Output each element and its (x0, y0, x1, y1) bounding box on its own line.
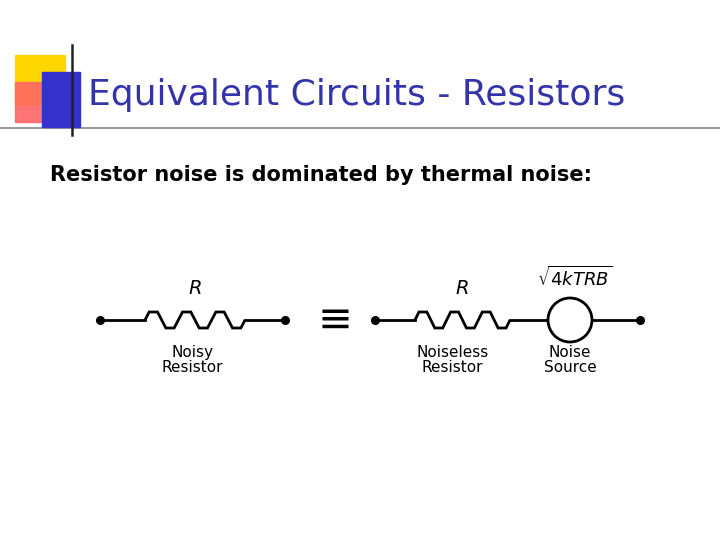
Bar (15, 82, 65, 122)
Text: Noise: Noise (549, 345, 591, 360)
Text: Resistor: Resistor (422, 360, 483, 375)
Text: Source: Source (544, 360, 596, 375)
Text: Noiseless: Noiseless (416, 345, 489, 360)
Text: R: R (456, 279, 469, 298)
Text: Equivalent Circuits - Resistors: Equivalent Circuits - Resistors (88, 78, 625, 112)
Text: Resistor: Resistor (162, 360, 223, 375)
Text: $\sqrt{4kTRB}$: $\sqrt{4kTRB}$ (537, 266, 613, 290)
Bar (42, 72, 80, 127)
Text: R: R (188, 279, 202, 298)
Text: ≡: ≡ (318, 299, 352, 341)
Text: Noisy: Noisy (171, 345, 214, 360)
Circle shape (548, 298, 592, 342)
Bar (15, 55, 65, 105)
Text: Resistor noise is dominated by thermal noise:: Resistor noise is dominated by thermal n… (50, 165, 592, 185)
